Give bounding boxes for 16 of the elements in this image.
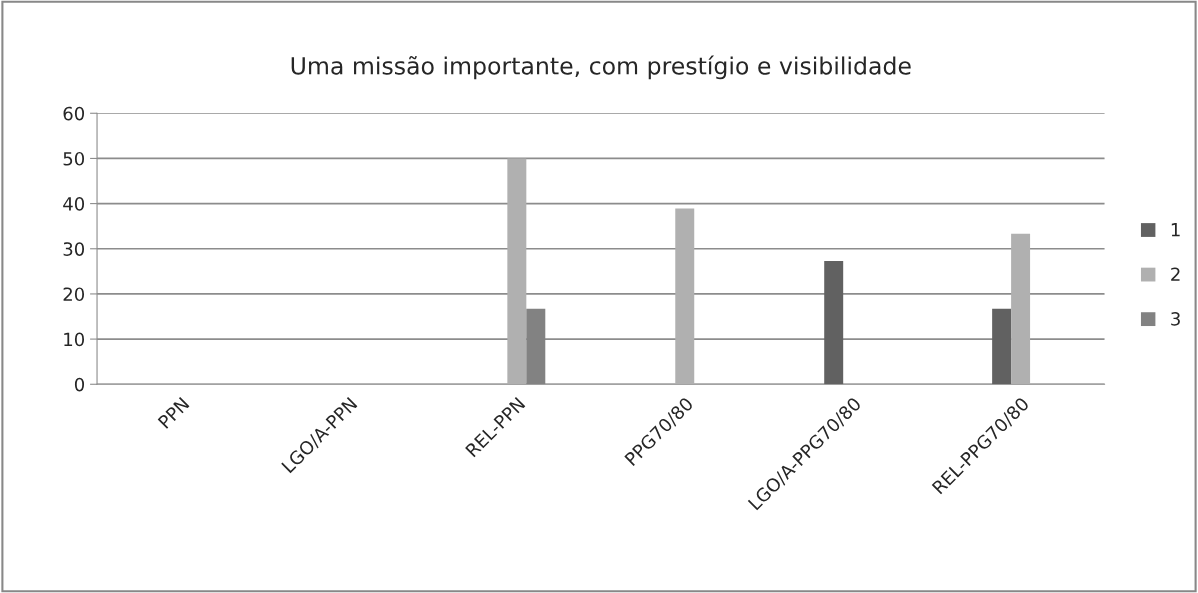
bar [992, 308, 1012, 385]
y-tick-label: 20 [63, 287, 85, 302]
y-tick-label: 0 [74, 377, 85, 392]
y-tick-label: 50 [63, 151, 85, 166]
legend-label: 2 [1171, 267, 1180, 281]
y-tick-label: 40 [63, 197, 85, 211]
bar [824, 260, 844, 385]
y-tick-label: 60 [63, 106, 85, 121]
legend-label: 1 [1171, 223, 1180, 237]
y-tick-label: 10 [64, 332, 85, 347]
bar [1011, 233, 1031, 385]
bar [675, 208, 695, 385]
y-tick-label: 30 [63, 242, 85, 256]
legend-label: 3 [1171, 312, 1180, 326]
bar [507, 158, 527, 385]
chart-title: Uma missão importante, com prestígio e visibilidade [291, 55, 911, 80]
